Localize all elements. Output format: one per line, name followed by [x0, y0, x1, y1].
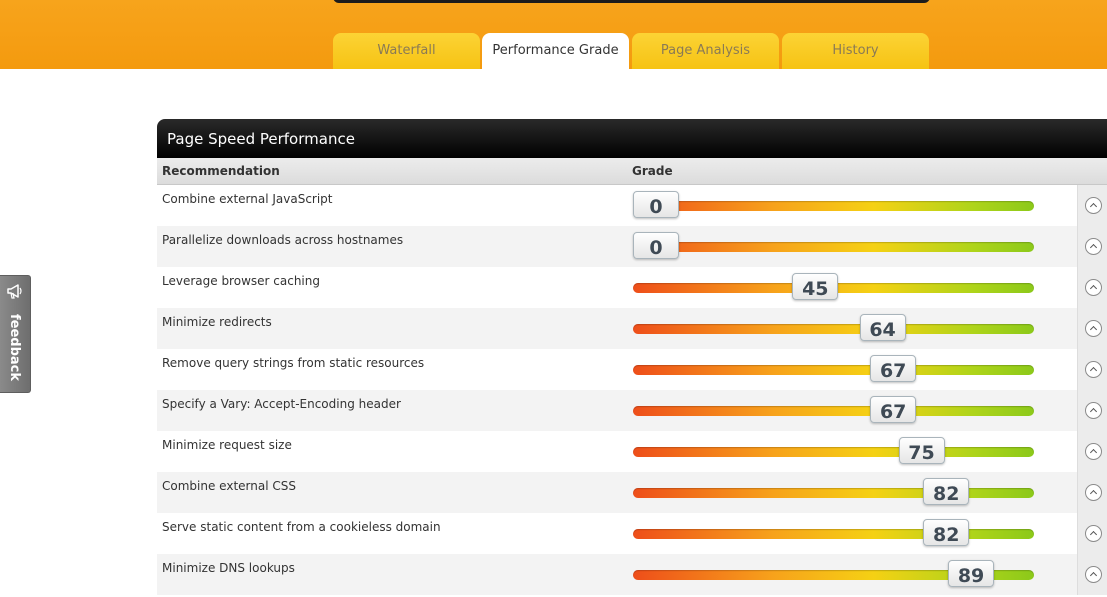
expand-cell — [1077, 185, 1107, 226]
grade-value: 89 — [948, 560, 995, 587]
grade-bar — [633, 324, 1034, 334]
grade-bar — [633, 529, 1034, 539]
tab-performance-grade[interactable]: Performance Grade — [482, 33, 629, 69]
chevron-up-icon[interactable] — [1085, 320, 1102, 337]
expand-cell — [1077, 472, 1107, 513]
grade-bar — [633, 488, 1034, 498]
recommendation-label: Minimize request size — [162, 438, 292, 452]
grade-bar — [633, 447, 1034, 457]
column-header: Recommendation Grade — [157, 158, 1107, 185]
feedback-tab[interactable]: feedback — [0, 275, 31, 393]
chevron-up-icon[interactable] — [1085, 402, 1102, 419]
grade-bar — [633, 242, 1034, 252]
recommendation-label: Specify a Vary: Accept-Encoding header — [162, 397, 401, 411]
expand-cell — [1077, 267, 1107, 308]
grade-bar — [633, 201, 1034, 211]
expand-cell — [1077, 349, 1107, 390]
recommendation-row: Remove query strings from static resourc… — [157, 349, 1107, 390]
recommendation-list: Combine external JavaScript 0 Parallelize … — [157, 185, 1107, 595]
recommendation-row: Minimize request size 75 — [157, 431, 1107, 472]
recommendation-row: Combine external CSS 82 — [157, 472, 1107, 513]
recommendation-row: Serve static content from a cookieless d… — [157, 513, 1107, 554]
chevron-up-icon[interactable] — [1085, 238, 1102, 255]
grade-value: 67 — [870, 396, 917, 423]
feedback-label: feedback — [7, 314, 22, 382]
recommendation-row: Minimize DNS lookups 89 — [157, 554, 1107, 595]
chevron-up-icon[interactable] — [1085, 279, 1102, 296]
grade-bar — [633, 365, 1034, 375]
tab-history[interactable]: History — [782, 33, 929, 69]
recommendation-label: Combine external JavaScript — [162, 192, 333, 206]
grade-value: 45 — [792, 273, 839, 300]
chevron-up-icon[interactable] — [1085, 443, 1102, 460]
grade-value: 67 — [870, 355, 917, 382]
grade-value: 0 — [633, 191, 679, 218]
page-speed-panel: Page Speed Performance Recommendation Gr… — [157, 119, 1107, 595]
grade-value: 0 — [633, 232, 679, 259]
grade-bar — [633, 406, 1034, 416]
grade-column-header: Grade — [632, 164, 673, 178]
recommendation-label: Parallelize downloads across hostnames — [162, 233, 404, 247]
recommendation-column-header: Recommendation — [162, 164, 280, 178]
expand-cell — [1077, 431, 1107, 472]
recommendation-row: Specify a Vary: Accept-Encoding header 67 — [157, 390, 1107, 431]
recommendation-label: Remove query strings from static resourc… — [162, 356, 425, 370]
recommendation-label: Minimize DNS lookups — [162, 561, 295, 575]
chevron-up-icon[interactable] — [1085, 361, 1102, 378]
chevron-up-icon[interactable] — [1085, 566, 1102, 583]
expand-cell — [1077, 554, 1107, 595]
recommendation-row: Parallelize downloads across hostnames 0 — [157, 226, 1107, 267]
chevron-up-icon[interactable] — [1085, 484, 1102, 501]
recommendation-row: Minimize redirects 64 — [157, 308, 1107, 349]
top-dark-bar — [333, 0, 930, 3]
grade-value: 82 — [923, 478, 970, 505]
expand-cell — [1077, 226, 1107, 267]
grade-value: 75 — [898, 437, 945, 464]
tab-page-analysis[interactable]: Page Analysis — [632, 33, 779, 69]
chevron-up-icon[interactable] — [1085, 197, 1102, 214]
expand-cell — [1077, 308, 1107, 349]
megaphone-icon — [7, 284, 22, 299]
recommendation-label: Minimize redirects — [162, 315, 272, 329]
expand-cell — [1077, 513, 1107, 554]
recommendation-label: Serve static content from a cookieless d… — [162, 520, 441, 534]
recommendation-label: Leverage browser caching — [162, 274, 320, 288]
panel-title: Page Speed Performance — [157, 119, 1107, 158]
chevron-up-icon[interactable] — [1085, 525, 1102, 542]
recommendation-row: Leverage browser caching 45 — [157, 267, 1107, 308]
tab-waterfall[interactable]: Waterfall — [333, 33, 480, 69]
recommendation-label: Combine external CSS — [162, 479, 296, 493]
grade-bar — [633, 570, 1034, 580]
grade-value: 64 — [859, 314, 906, 341]
grade-value: 82 — [923, 519, 970, 546]
expand-cell — [1077, 390, 1107, 431]
recommendation-row: Combine external JavaScript 0 — [157, 185, 1107, 226]
